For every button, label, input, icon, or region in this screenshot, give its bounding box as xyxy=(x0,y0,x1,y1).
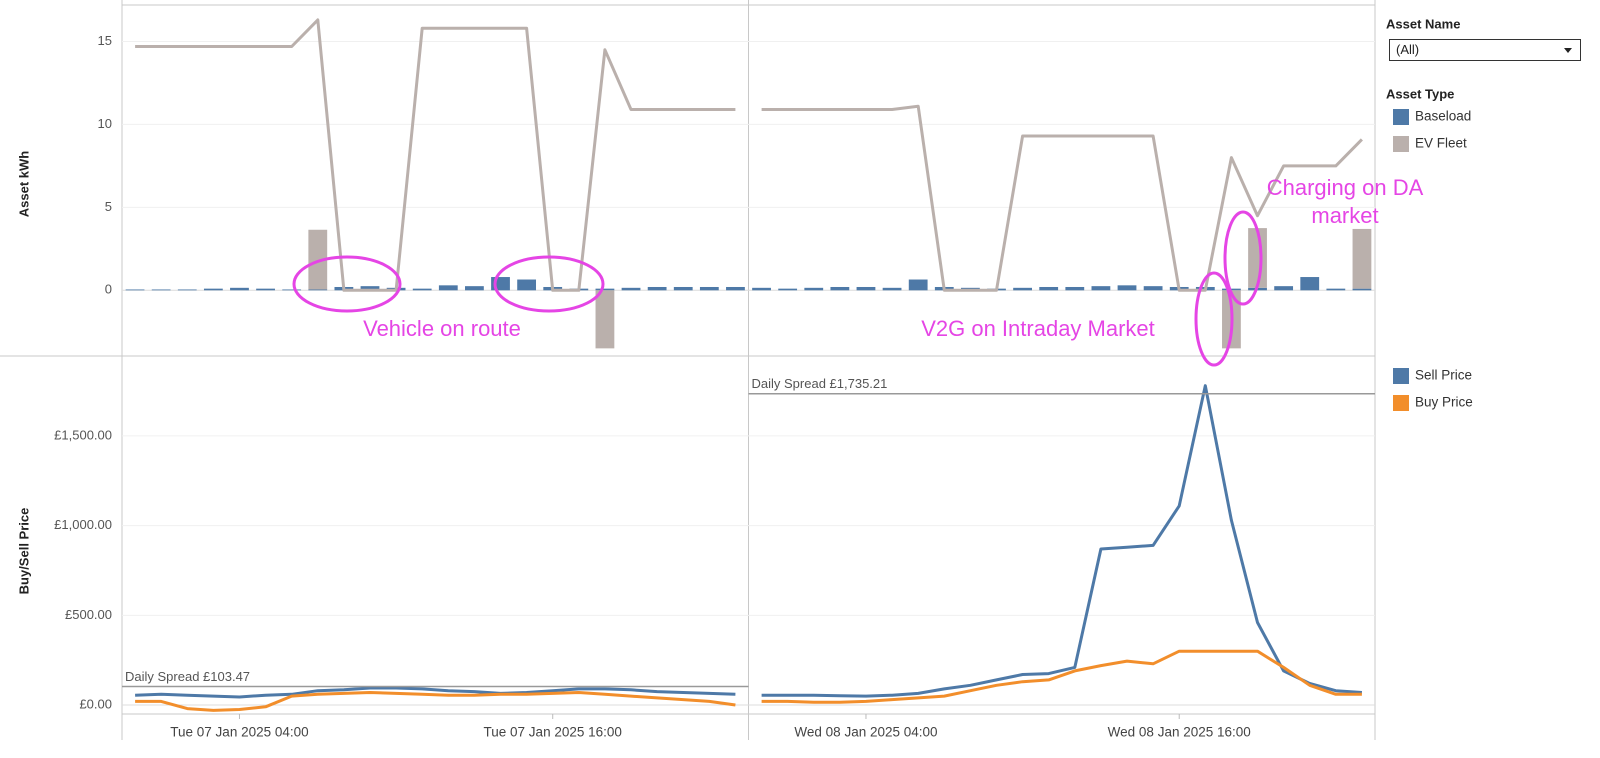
reference-label: Daily Spread £103.47 xyxy=(125,669,250,684)
bar xyxy=(203,288,223,291)
y-tick-label: 15 xyxy=(98,33,112,48)
y-axis-title: Asset kWh xyxy=(16,151,31,218)
bar xyxy=(752,287,771,291)
bar xyxy=(1274,286,1294,291)
bar xyxy=(1013,287,1032,291)
legend-label: EV Fleet xyxy=(1415,136,1467,151)
legend-label: Sell Price xyxy=(1415,368,1472,383)
bar xyxy=(699,286,719,291)
bar xyxy=(856,286,876,291)
legend-title: Asset Type xyxy=(1386,86,1454,101)
bar xyxy=(595,290,615,349)
bar xyxy=(465,286,484,291)
y-axis-title: Buy/Sell Price xyxy=(16,508,31,595)
bar xyxy=(621,287,641,291)
bar xyxy=(647,286,667,291)
bar xyxy=(308,289,328,291)
bar xyxy=(595,288,615,291)
bar xyxy=(125,289,145,291)
bar xyxy=(1143,286,1163,291)
x-tick-label: Tue 07 Jan 2025 04:00 xyxy=(170,725,308,740)
y-tick-label: 0 xyxy=(105,282,112,297)
bar xyxy=(1091,286,1111,291)
bar xyxy=(1326,288,1346,291)
legend-swatch xyxy=(1393,368,1409,384)
bar xyxy=(673,286,693,291)
bar xyxy=(517,279,537,291)
x-tick-label: Wed 08 Jan 2025 04:00 xyxy=(794,725,937,740)
line xyxy=(135,691,736,712)
legend-swatch xyxy=(1393,109,1409,125)
y-tick-label: £500.00 xyxy=(65,607,112,622)
y-tick-label: 10 xyxy=(98,116,112,131)
legend-label: Baseload xyxy=(1415,109,1471,124)
line xyxy=(761,384,1363,698)
y-tick-label: £1,000.00 xyxy=(54,517,112,532)
bar xyxy=(1352,228,1372,289)
filter-dropdown[interactable]: (All) xyxy=(1389,39,1581,61)
annotation-ellipse xyxy=(1194,271,1234,367)
bar xyxy=(230,287,249,291)
bar xyxy=(282,289,302,291)
annotation-ellipse xyxy=(292,255,402,313)
legend-swatch xyxy=(1393,136,1409,152)
annotation: V2G on Intraday Market xyxy=(921,316,1155,341)
annotation: Charging on DA market xyxy=(1266,175,1424,228)
bar xyxy=(830,286,850,291)
bar xyxy=(308,229,328,290)
bar xyxy=(1065,286,1085,291)
x-tick-label: Wed 08 Jan 2025 16:00 xyxy=(1108,725,1251,740)
bar xyxy=(908,279,928,291)
y-tick-label: 5 xyxy=(105,199,112,214)
bar xyxy=(1248,228,1267,288)
bar xyxy=(1300,277,1320,291)
annotation: Vehicle on route xyxy=(363,316,521,341)
bar xyxy=(726,286,745,291)
bar xyxy=(256,288,275,291)
bar xyxy=(360,286,380,291)
line xyxy=(135,18,736,292)
legend-label: Buy Price xyxy=(1415,395,1473,410)
bar xyxy=(438,285,458,291)
bar xyxy=(804,287,824,291)
bar xyxy=(1352,288,1372,291)
y-tick-label: £1,500.00 xyxy=(54,427,112,442)
bar xyxy=(778,288,798,291)
bar xyxy=(882,287,902,291)
reference-label: Daily Spread £1,735.21 xyxy=(752,376,888,391)
legend-swatch xyxy=(1393,395,1409,411)
line xyxy=(761,649,1362,704)
y-tick-label: £0.00 xyxy=(79,696,112,711)
x-tick-label: Tue 07 Jan 2025 16:00 xyxy=(484,725,622,740)
bar xyxy=(1117,285,1137,291)
bar xyxy=(1039,286,1059,291)
bar xyxy=(177,289,197,291)
bar xyxy=(151,289,171,291)
line xyxy=(135,686,736,699)
bar xyxy=(412,288,432,291)
line xyxy=(761,104,1363,292)
annotation-ellipse xyxy=(493,255,605,313)
filter-title: Asset Name xyxy=(1386,16,1460,31)
annotation-ellipse xyxy=(1223,210,1263,306)
